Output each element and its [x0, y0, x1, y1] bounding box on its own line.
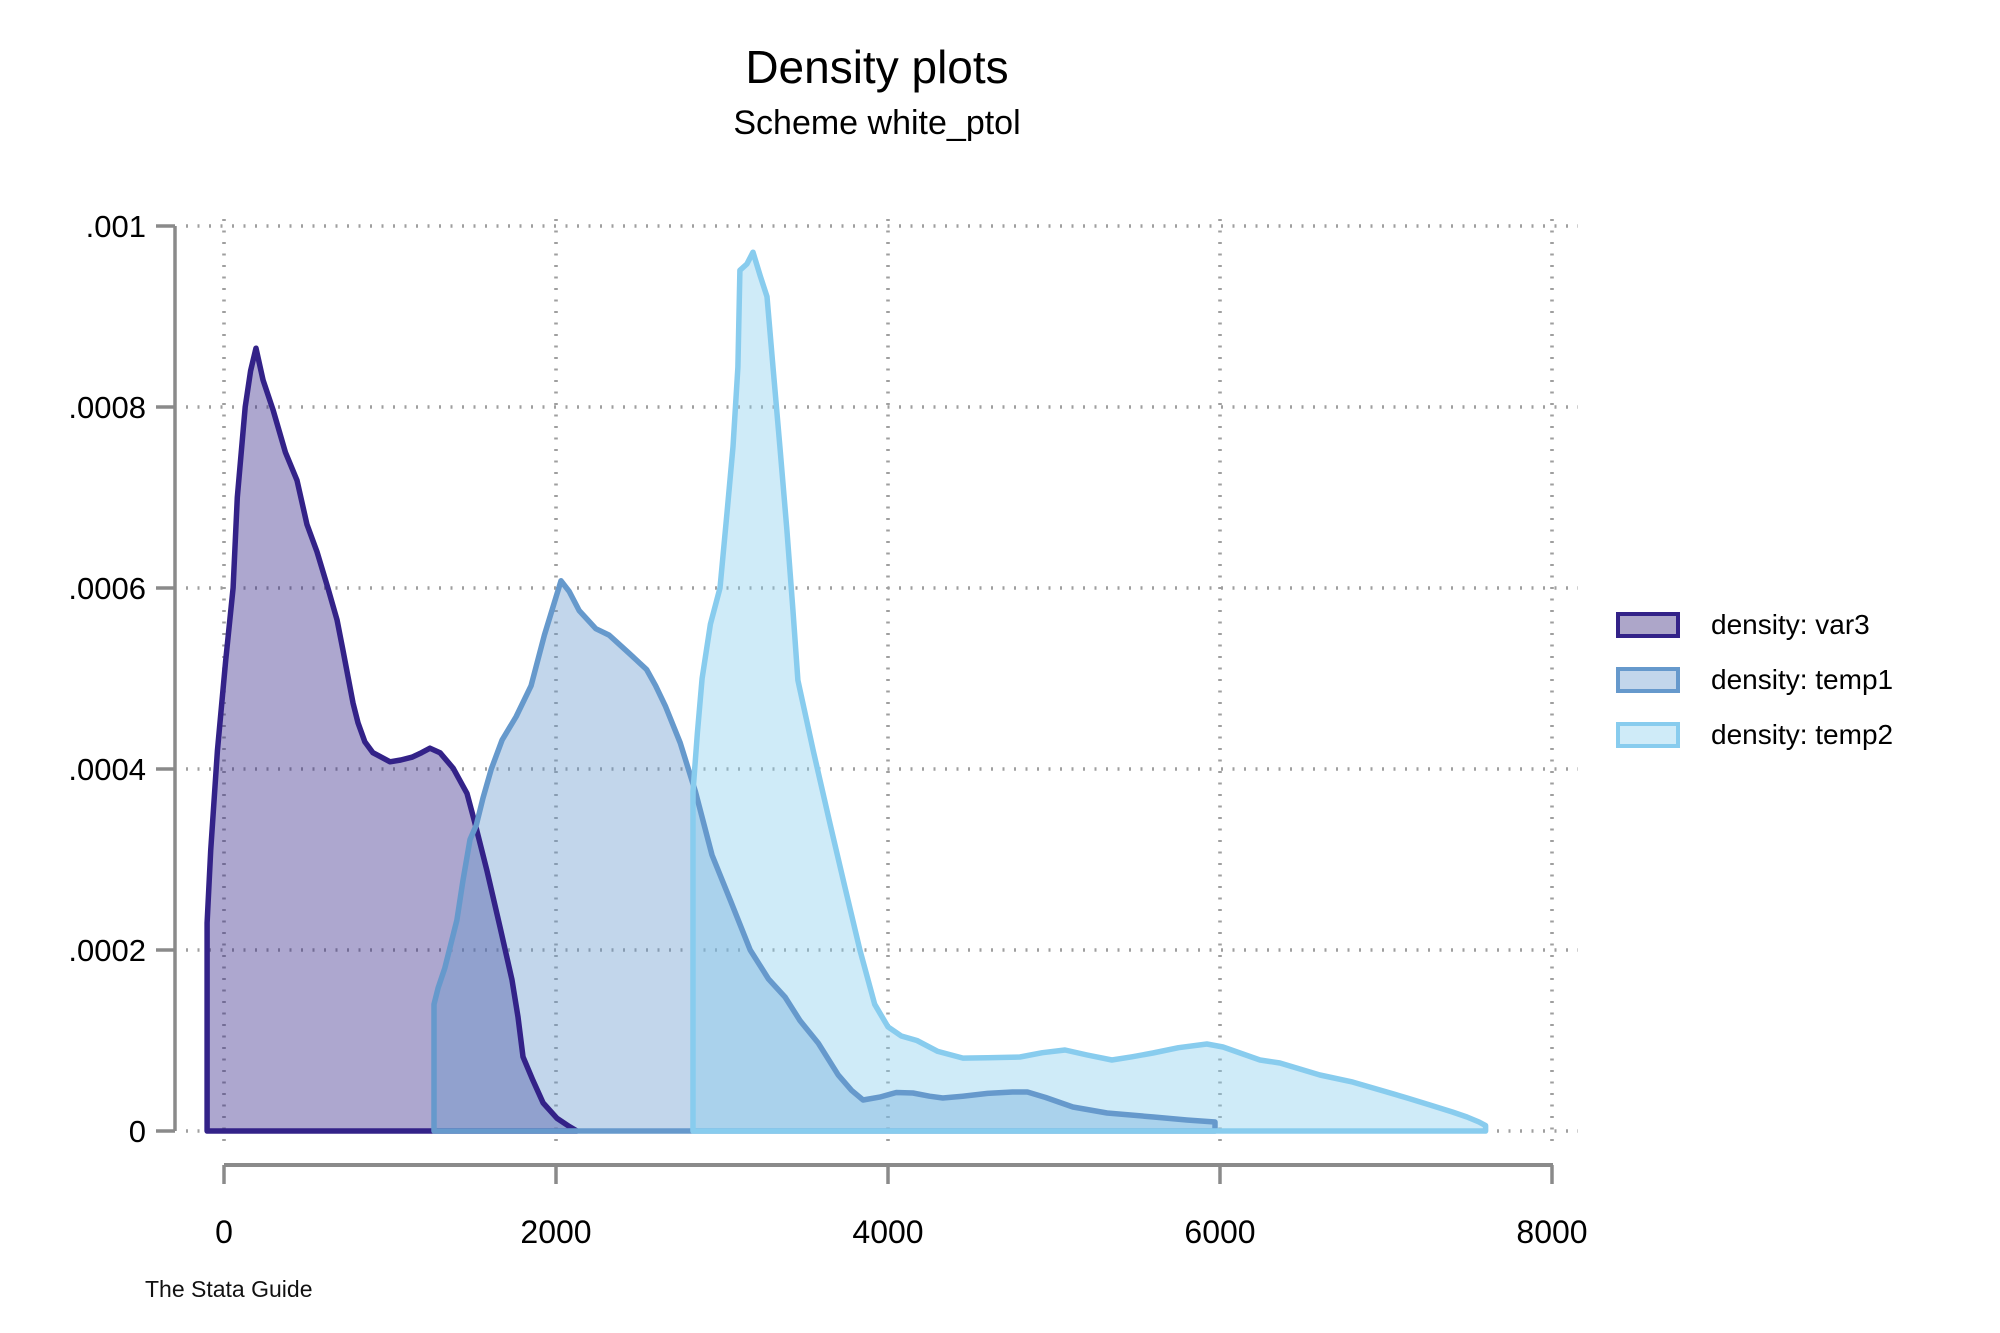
series-fill-density-temp1 — [434, 580, 1215, 1131]
x-tick-label: 0 — [215, 1214, 233, 1250]
series-outline-density-var3 — [204, 345, 580, 1134]
series-fill-density-temp2 — [693, 252, 1486, 1131]
y-tick-label: .0002 — [68, 933, 146, 968]
x-tick-label: 6000 — [1184, 1214, 1255, 1250]
page-title: Density plots — [745, 41, 1009, 93]
legend-item: density: var3 — [1616, 608, 1893, 640]
x-tick-label: 8000 — [1516, 1214, 1587, 1250]
y-tick-label: 0 — [129, 1114, 146, 1149]
legend: density: var3 density: temp1 density: temp… — [1616, 608, 1894, 776]
x-tick-label: 2000 — [520, 1214, 591, 1250]
legend-swatch-icon — [1616, 721, 1680, 748]
legend-item: density: temp2 — [1616, 718, 1894, 750]
series-outline-density-temp1 — [431, 578, 1218, 1134]
legend-item: density: temp1 — [1616, 663, 1894, 695]
series-outline-density-temp2 — [690, 249, 1489, 1134]
legend-swatch-icon — [1616, 666, 1680, 693]
chart-subtitle: Scheme white_ptol — [733, 104, 1021, 142]
series-fill-density-var3 — [207, 348, 577, 1131]
y-tick-label: .0006 — [68, 571, 146, 606]
legend-label: density: temp1 — [1711, 663, 1894, 695]
footnote: The Stata Guide — [145, 1276, 313, 1302]
x-tick-label: 4000 — [852, 1214, 923, 1250]
y-tick-label: .0004 — [68, 752, 146, 787]
legend-label: density: var3 — [1711, 608, 1870, 640]
y-tick-label: .001 — [86, 209, 146, 244]
legend-swatch-icon — [1616, 611, 1680, 638]
legend-label: density: temp2 — [1711, 718, 1894, 750]
y-tick-label: .0008 — [68, 390, 146, 425]
